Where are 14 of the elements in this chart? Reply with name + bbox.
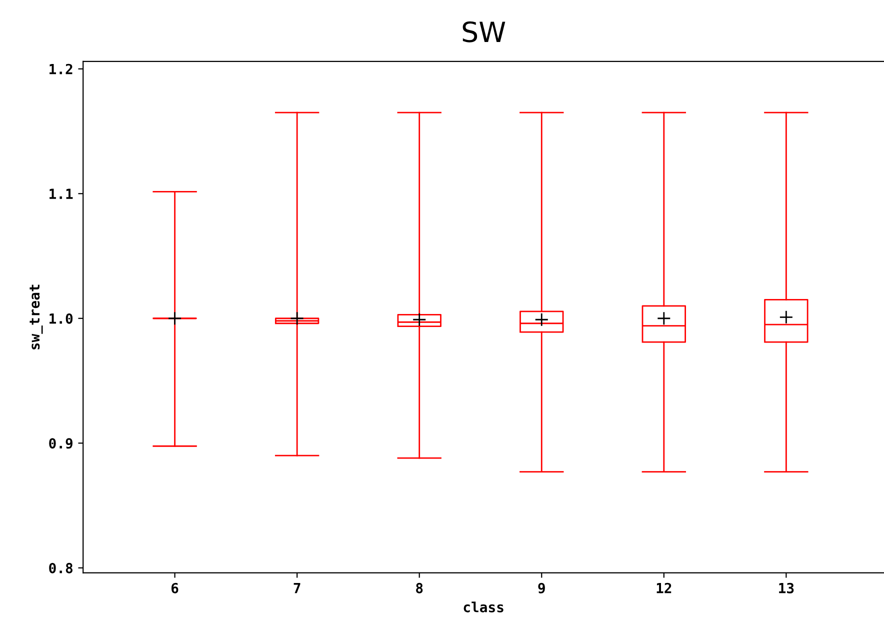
- y-tick-label: 1.0: [50, 313, 73, 324]
- x-tick-label: 12: [656, 582, 672, 594]
- x-tick-label: 13: [779, 582, 794, 594]
- x-tick-label: 6: [172, 582, 178, 594]
- x-axis-title: class: [464, 602, 504, 612]
- y-tick-label: 1.1: [50, 188, 73, 199]
- chart-title: SW: [462, 21, 506, 42]
- y-tick-label: 1.2: [50, 64, 72, 74]
- x-tick-label: 9: [538, 582, 545, 594]
- x-tick-label: 7: [294, 583, 300, 594]
- y-tick-label: 0.8: [49, 562, 72, 574]
- y-tick-label: 0.9: [49, 438, 72, 449]
- x-tick-label: 8: [416, 582, 423, 594]
- y-axis-title: sw_treat: [30, 284, 43, 350]
